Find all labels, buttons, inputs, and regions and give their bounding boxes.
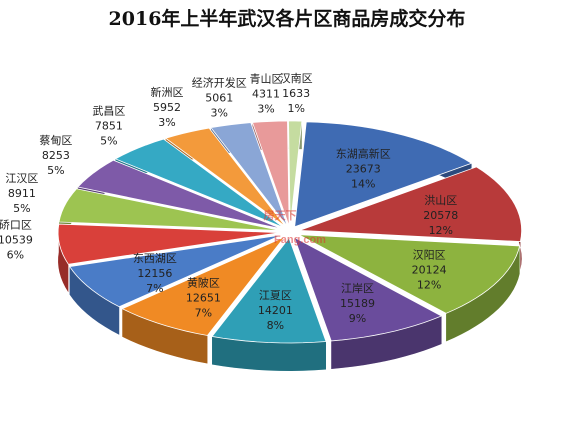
value-label: 20578 — [423, 209, 458, 222]
watermark: 房天下 — [264, 208, 297, 222]
slice-side — [122, 308, 208, 364]
slice-side — [69, 266, 120, 335]
slice-shade — [69, 266, 120, 335]
value-label: 8911 — [8, 187, 36, 200]
percent-label: 7% — [195, 307, 212, 320]
slice — [288, 120, 303, 227]
percent-label: 5% — [100, 134, 117, 147]
slice — [211, 237, 327, 344]
slice — [299, 166, 523, 242]
slice-label: 武昌区 — [92, 104, 125, 117]
slice-label: 江汉区 — [5, 172, 38, 185]
slice — [210, 122, 288, 227]
slice-side — [212, 336, 327, 371]
value-label: 14201 — [258, 304, 293, 317]
slice-label: 蔡甸区 — [39, 134, 72, 147]
percent-label: 14% — [351, 177, 375, 190]
slice — [293, 236, 443, 342]
slice-shade — [212, 336, 327, 371]
value-label: 8253 — [42, 149, 70, 162]
chart-title: 2016年上半年武汉各片区商品房成交分布 — [109, 7, 466, 30]
slice-label: 汉南区 — [280, 72, 313, 85]
slice-label: 黄陂区 — [187, 276, 220, 290]
value-label: 12651 — [186, 292, 221, 305]
percent-label: 3% — [158, 116, 175, 129]
percent-label: 8% — [267, 319, 284, 332]
slice-label: 经济开发区 — [192, 75, 247, 89]
slice-label: 东湖高新区 — [336, 146, 391, 160]
slice — [251, 120, 290, 227]
percent-label: 3% — [257, 102, 274, 115]
percent-label: 9% — [349, 312, 366, 325]
value-label: 7851 — [95, 119, 123, 132]
value-label: 4311 — [252, 87, 280, 100]
slice-label: 硚口区 — [0, 219, 32, 232]
slice — [294, 121, 473, 228]
value-label: 5061 — [205, 91, 233, 104]
value-label: 15189 — [340, 297, 375, 310]
slice — [58, 188, 281, 231]
slice-side — [331, 316, 442, 369]
slice — [114, 138, 284, 228]
value-label: 5952 — [153, 101, 181, 114]
slice — [77, 159, 282, 230]
value-label: 20124 — [412, 264, 447, 277]
slice-label: 江夏区 — [259, 289, 292, 302]
slice-label: 青山区 — [250, 72, 283, 85]
percent-label: 7% — [146, 282, 163, 295]
slice — [68, 234, 282, 308]
percent-label: 5% — [13, 202, 30, 215]
slice — [298, 234, 521, 314]
slice-shade — [331, 316, 442, 369]
slice — [57, 223, 281, 265]
slice-label: 汉阳区 — [413, 249, 446, 262]
slice — [164, 127, 286, 227]
value-label: 12156 — [137, 267, 172, 280]
watermark: Fang.com — [274, 234, 326, 246]
value-label: 23673 — [346, 162, 381, 175]
percent-label: 12% — [417, 279, 441, 292]
percent-label: 12% — [429, 224, 453, 237]
percent-label: 5% — [47, 164, 64, 177]
slice-label: 新洲区 — [151, 85, 184, 99]
slice-side — [58, 224, 69, 293]
slice-label: 洪山区 — [424, 193, 457, 207]
percent-label: 1% — [287, 102, 304, 115]
percent-label: 3% — [211, 106, 228, 119]
slice-label: 江岸区 — [341, 282, 374, 295]
slice-shade — [122, 308, 208, 364]
value-label: 10539 — [0, 234, 33, 247]
slice — [121, 236, 285, 336]
value-label: 1633 — [282, 87, 310, 100]
slice-label: 东西湖区 — [133, 252, 177, 265]
percent-label: 6% — [7, 249, 24, 262]
slice-shade — [58, 224, 69, 293]
